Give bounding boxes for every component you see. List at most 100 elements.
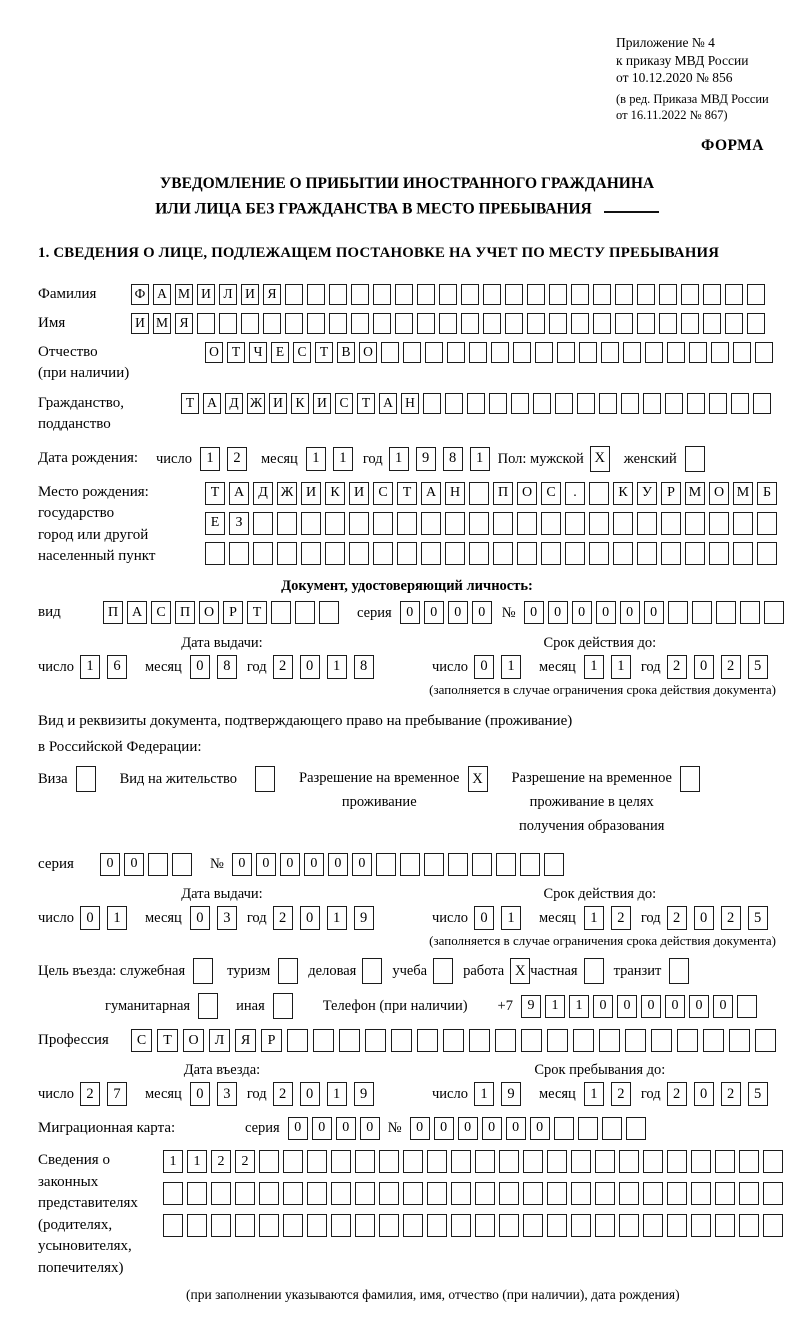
char-cell[interactable]: А — [127, 601, 147, 625]
char-cell[interactable] — [739, 1214, 759, 1238]
char-cell[interactable] — [475, 1214, 495, 1238]
char-cell[interactable] — [523, 1214, 543, 1238]
char-cell[interactable] — [523, 1150, 543, 1174]
char-cell[interactable] — [285, 312, 303, 334]
char-cell[interactable] — [703, 283, 721, 305]
char-cell[interactable] — [547, 1182, 567, 1206]
char-cell[interactable] — [565, 511, 585, 535]
char-cell[interactable] — [349, 541, 369, 565]
char-cell[interactable] — [589, 481, 609, 505]
char-cell[interactable] — [763, 601, 784, 625]
char-cell[interactable]: 9 — [353, 1082, 374, 1107]
char-cell[interactable] — [637, 541, 657, 565]
char-cell[interactable] — [235, 1214, 255, 1238]
char-cell[interactable] — [278, 958, 299, 985]
char-cell[interactable] — [725, 283, 743, 305]
char-cell[interactable]: С — [293, 341, 311, 363]
char-cell[interactable] — [259, 1182, 279, 1206]
char-cell[interactable] — [637, 312, 655, 334]
char-cell[interactable]: 0 — [423, 601, 444, 625]
char-cell[interactable]: 0 — [447, 601, 468, 625]
char-cell[interactable]: 1 — [469, 446, 490, 471]
char-cell[interactable]: 2 — [272, 1082, 293, 1107]
char-cell[interactable] — [395, 312, 413, 334]
char-cell[interactable] — [643, 1182, 663, 1206]
char-cell[interactable] — [687, 392, 705, 414]
char-cell[interactable]: А — [203, 392, 221, 414]
char-cell[interactable] — [313, 1029, 334, 1053]
char-cell[interactable]: 0 — [523, 601, 544, 625]
char-cell[interactable]: 7 — [106, 1082, 127, 1107]
char-cell[interactable] — [691, 1214, 711, 1238]
char-cell[interactable]: 6 — [106, 654, 127, 679]
char-cell[interactable]: Т — [357, 392, 375, 414]
char-cell[interactable]: 1 — [305, 446, 326, 471]
char-cell[interactable]: 3 — [216, 906, 237, 931]
char-cell[interactable]: X — [589, 445, 610, 472]
char-cell[interactable]: 2 — [666, 906, 687, 931]
char-cell[interactable] — [557, 341, 575, 363]
char-cell[interactable] — [595, 1214, 615, 1238]
char-cell[interactable]: 0 — [640, 994, 661, 1018]
char-cell[interactable] — [397, 511, 417, 535]
char-cell[interactable] — [691, 601, 712, 625]
char-cell[interactable] — [483, 312, 501, 334]
char-cell[interactable] — [747, 283, 765, 305]
char-cell[interactable] — [495, 852, 516, 876]
char-cell[interactable] — [511, 392, 529, 414]
char-cell[interactable] — [163, 1182, 183, 1206]
char-cell[interactable] — [365, 1029, 386, 1053]
char-cell[interactable] — [573, 1029, 594, 1053]
char-cell[interactable] — [469, 541, 489, 565]
char-cell[interactable] — [645, 341, 663, 363]
char-cell[interactable]: 0 — [688, 994, 709, 1018]
char-cell[interactable] — [272, 993, 293, 1020]
char-cell[interactable] — [461, 283, 479, 305]
char-cell[interactable]: О — [709, 481, 729, 505]
char-cell[interactable]: 2 — [235, 1150, 255, 1174]
char-cell[interactable]: О — [517, 481, 537, 505]
char-cell[interactable]: 0 — [473, 654, 494, 679]
char-cell[interactable] — [709, 511, 729, 535]
char-cell[interactable]: 1 — [500, 906, 521, 931]
char-cell[interactable] — [445, 392, 463, 414]
char-cell[interactable]: И — [131, 312, 149, 334]
char-cell[interactable] — [685, 511, 705, 535]
char-cell[interactable]: О — [183, 1029, 204, 1053]
char-cell[interactable] — [493, 511, 513, 535]
char-cell[interactable] — [283, 1150, 303, 1174]
char-cell[interactable] — [583, 958, 604, 985]
char-cell[interactable] — [667, 1182, 687, 1206]
char-cell[interactable] — [295, 601, 315, 625]
char-cell[interactable] — [443, 1029, 464, 1053]
char-cell[interactable] — [731, 392, 749, 414]
char-cell[interactable]: 1 — [544, 994, 565, 1018]
char-cell[interactable]: 3 — [216, 1082, 237, 1107]
char-cell[interactable]: К — [325, 481, 345, 505]
char-cell[interactable] — [549, 312, 567, 334]
char-cell[interactable] — [619, 1150, 639, 1174]
char-cell[interactable] — [517, 541, 537, 565]
char-cell[interactable]: А — [153, 283, 171, 305]
char-cell[interactable]: 1 — [610, 654, 631, 679]
char-cell[interactable] — [599, 392, 617, 414]
char-cell[interactable] — [329, 283, 347, 305]
char-cell[interactable]: А — [421, 481, 441, 505]
char-cell[interactable] — [211, 1182, 231, 1206]
char-cell[interactable]: 0 — [299, 1082, 320, 1107]
char-cell[interactable]: Т — [205, 481, 225, 505]
char-cell[interactable] — [533, 392, 551, 414]
char-cell[interactable]: М — [685, 481, 705, 505]
char-cell[interactable] — [643, 1214, 663, 1238]
char-cell[interactable] — [427, 1214, 447, 1238]
char-cell[interactable] — [681, 312, 699, 334]
char-cell[interactable]: 0 — [303, 852, 324, 876]
char-cell[interactable] — [403, 1214, 423, 1238]
char-cell[interactable]: 0 — [327, 852, 348, 876]
char-cell[interactable]: Р — [223, 601, 243, 625]
char-cell[interactable] — [271, 601, 291, 625]
char-cell[interactable] — [593, 312, 611, 334]
char-cell[interactable]: 0 — [189, 906, 210, 931]
char-cell[interactable] — [373, 541, 393, 565]
char-cell[interactable]: 0 — [616, 994, 637, 1018]
